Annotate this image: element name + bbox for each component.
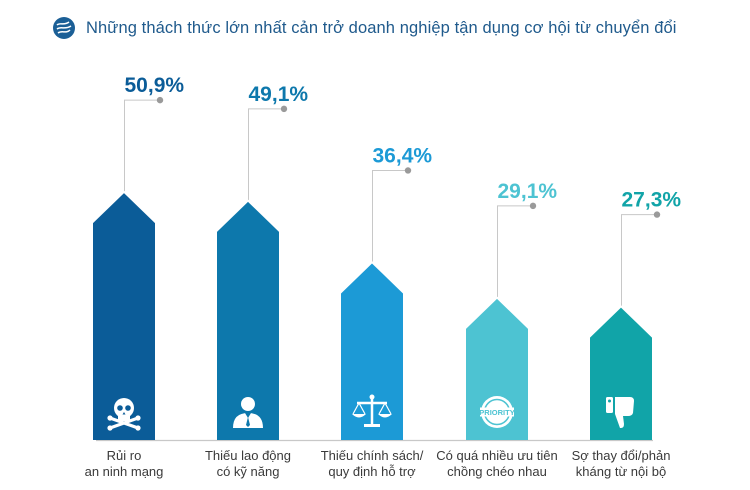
category-label: chồng chéo nhau: [447, 464, 547, 479]
value-label: 49,1%: [249, 83, 309, 106]
category-label: Thiếu lao động: [205, 448, 291, 463]
priority-text: PRIORITY: [479, 408, 514, 417]
bar: [217, 201, 279, 440]
connector-dot: [280, 105, 288, 113]
priority-badge-icon: PRIORITY: [479, 396, 515, 428]
scales-icon: [352, 394, 392, 427]
connector-dot: [404, 167, 412, 174]
connector-line: [497, 205, 533, 297]
category-label: an ninh mạng: [85, 464, 164, 479]
skull-icon: [107, 398, 141, 431]
connector-line: [372, 169, 408, 262]
connector-line: [248, 108, 284, 200]
value-label: 36,4%: [373, 144, 433, 167]
connector-dot: [653, 211, 661, 218]
chart-title: Những thách thức lớn nhất cản trở doanh …: [86, 18, 677, 37]
person-icon: [233, 397, 263, 428]
bar: [93, 193, 155, 440]
category-label: có kỹ năng: [217, 464, 280, 479]
bar: [341, 263, 403, 440]
category-label: kháng từ nội bộ: [576, 464, 666, 479]
bar: [466, 298, 528, 440]
category-label: Rủi ro: [107, 448, 142, 463]
thumbs-down-icon: [606, 397, 634, 428]
connector-line: [124, 99, 160, 192]
bar: [590, 307, 652, 440]
category-label: Sợ thay đổi/phản: [572, 448, 671, 463]
category-label: Có quá nhiều ưu tiên: [436, 448, 557, 463]
value-label: 50,9%: [125, 74, 185, 97]
globe-icon: [53, 17, 75, 39]
value-label: 29,1%: [498, 180, 558, 203]
category-label: Thiếu chính sách/: [321, 448, 424, 463]
category-label: quy định hỗ trợ: [328, 464, 416, 479]
connector-dot: [529, 202, 537, 210]
connector-dot: [156, 96, 164, 104]
chart-header: Những thách thức lớn nhất cản trở doanh …: [52, 12, 677, 44]
value-label: 27,3%: [622, 189, 682, 212]
connector-line: [621, 214, 657, 306]
